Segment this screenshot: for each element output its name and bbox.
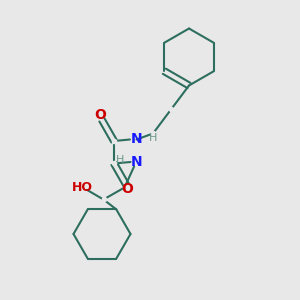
Text: HO: HO	[72, 181, 93, 194]
Text: H: H	[116, 155, 124, 166]
Text: O: O	[94, 109, 106, 122]
Text: N: N	[131, 155, 142, 169]
Text: N: N	[131, 133, 142, 146]
Text: O: O	[122, 182, 134, 196]
Text: H: H	[149, 133, 157, 143]
